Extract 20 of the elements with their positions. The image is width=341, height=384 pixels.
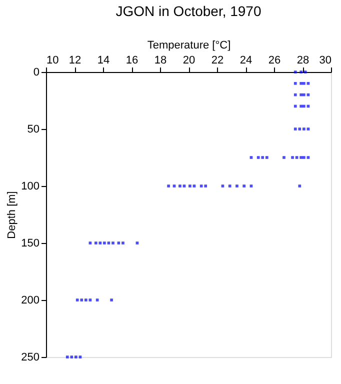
- chart-title: JGON in October, 1970: [116, 3, 262, 19]
- x-tick-label: 22: [211, 54, 224, 66]
- x-tick-label: 30: [319, 54, 332, 66]
- y-tick-label: 50: [27, 124, 40, 136]
- y-tick-label: 150: [21, 238, 40, 250]
- x-tick-label: 28: [296, 54, 310, 66]
- x-tick-label: 18: [154, 54, 167, 66]
- x-tick-label: 24: [240, 54, 252, 66]
- x-axis-title: Temperature [°C]: [147, 40, 231, 52]
- y-axis-title: Depth [m]: [6, 191, 18, 239]
- x-tick-label: 20: [182, 54, 196, 66]
- y-tick-label: 250: [21, 352, 40, 364]
- x-tick-label: 10: [46, 54, 59, 66]
- y-tick-label: 200: [21, 294, 40, 306]
- x-tick-label: 16: [126, 54, 138, 66]
- x-tick-label: 14: [97, 54, 110, 66]
- y-tick-label: 0: [33, 66, 40, 78]
- x-tick-label: 26: [268, 54, 281, 66]
- y-tick-label: 100: [21, 180, 40, 192]
- x-tick-label: 12: [68, 54, 82, 66]
